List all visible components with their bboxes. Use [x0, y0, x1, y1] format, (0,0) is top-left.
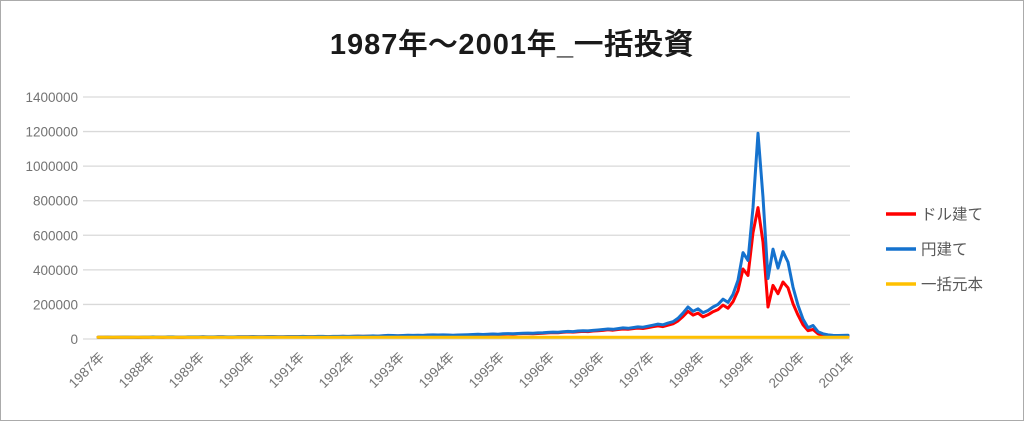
- y-axis-tick-label: 600000: [33, 228, 78, 243]
- x-axis-tick-label: 1999年: [716, 350, 757, 391]
- y-axis-tick-label: 0: [70, 332, 78, 347]
- x-axis-tick-label: 1987年: [66, 350, 107, 391]
- y-axis-tick-label: 1200000: [25, 125, 78, 140]
- x-axis-tick-label: 1991年: [266, 350, 307, 391]
- legend-item: ドル建て: [886, 206, 983, 224]
- x-axis-tick-label: 1989年: [166, 350, 207, 391]
- x-axis-tick-label: 1990年: [216, 350, 257, 391]
- x-axis-tick-label: 1995年: [466, 350, 507, 391]
- y-axis-tick-label: 200000: [33, 297, 78, 312]
- legend-item: 一括元本: [886, 276, 983, 294]
- x-axis-tick-label: 1988年: [116, 350, 157, 391]
- x-axis-tick-label: 1994年: [416, 350, 457, 391]
- x-axis-tick-label: 1996年: [566, 350, 607, 391]
- x-axis-tick-label: 1997年: [616, 350, 657, 391]
- y-axis-tick-label: 800000: [33, 194, 78, 209]
- series-line-ドル建て: [96, 206, 850, 339]
- legend-item: 円建て: [886, 241, 968, 259]
- x-axis-tick-label: 2000年: [766, 350, 807, 391]
- y-axis-tick-label: 1000000: [25, 159, 78, 174]
- x-axis-tick-label: 1993年: [366, 350, 407, 391]
- x-axis-tick-label: 1998年: [666, 350, 707, 391]
- y-axis-tick-label: 400000: [33, 263, 78, 278]
- y-axis-tick-label: 1400000: [25, 90, 78, 105]
- x-axis-tick-label: 2001年: [816, 350, 857, 391]
- chart-title: 1987年〜2001年_一括投資: [329, 29, 695, 61]
- legend-label: 円建て: [921, 241, 968, 259]
- legend-label: 一括元本: [921, 276, 983, 294]
- x-axis-tick-label: 1992年: [316, 350, 357, 391]
- x-axis-tick-label: 1996年: [516, 350, 557, 391]
- legend-label: ドル建て: [921, 206, 983, 224]
